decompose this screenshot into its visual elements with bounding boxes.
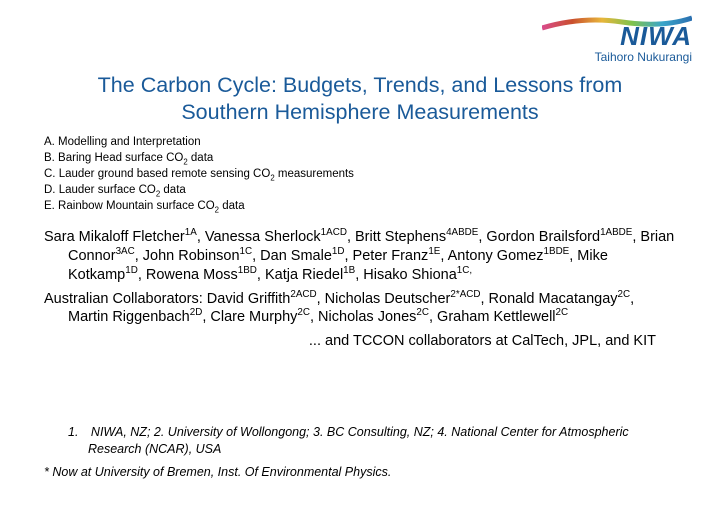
key-item: E. Rainbow Mountain surface CO2 data bbox=[44, 198, 354, 214]
key-item: C. Lauder ground based remote sensing CO… bbox=[44, 166, 354, 182]
logo-block: NIWA Taihoro Nukurangi bbox=[542, 14, 692, 64]
slide-title: The Carbon Cycle: Budgets, Trends, and L… bbox=[0, 72, 720, 126]
title-line-1: The Carbon Cycle: Budgets, Trends, and L… bbox=[0, 72, 720, 99]
slide-root: NIWA Taihoro Nukurangi The Carbon Cycle:… bbox=[0, 0, 720, 509]
key-item: D. Lauder surface CO2 data bbox=[44, 182, 354, 198]
tccon-line: ... and TCCON collaborators at CalTech, … bbox=[44, 332, 676, 351]
key-item: A. Modelling and Interpretation bbox=[44, 134, 354, 150]
key-item: B. Baring Head surface CO2 data bbox=[44, 150, 354, 166]
authors-collaborators: Australian Collaborators: David Griffith… bbox=[44, 290, 676, 328]
logo-tagline: Taihoro Nukurangi bbox=[542, 50, 692, 64]
authors-block: Sara Mikaloff Fletcher1A, Vanessa Sherlo… bbox=[44, 228, 676, 351]
affiliations-numbered: 1. NIWA, NZ; 2. University of Wollongong… bbox=[44, 424, 676, 458]
affiliation-key-list: A. Modelling and InterpretationB. Baring… bbox=[44, 134, 354, 214]
affiliations-block: 1. NIWA, NZ; 2. University of Wollongong… bbox=[44, 424, 676, 481]
title-line-2: Southern Hemisphere Measurements bbox=[0, 99, 720, 126]
affiliations-footnote: * Now at University of Bremen, Inst. Of … bbox=[44, 464, 676, 481]
authors-primary: Sara Mikaloff Fletcher1A, Vanessa Sherlo… bbox=[44, 228, 676, 285]
